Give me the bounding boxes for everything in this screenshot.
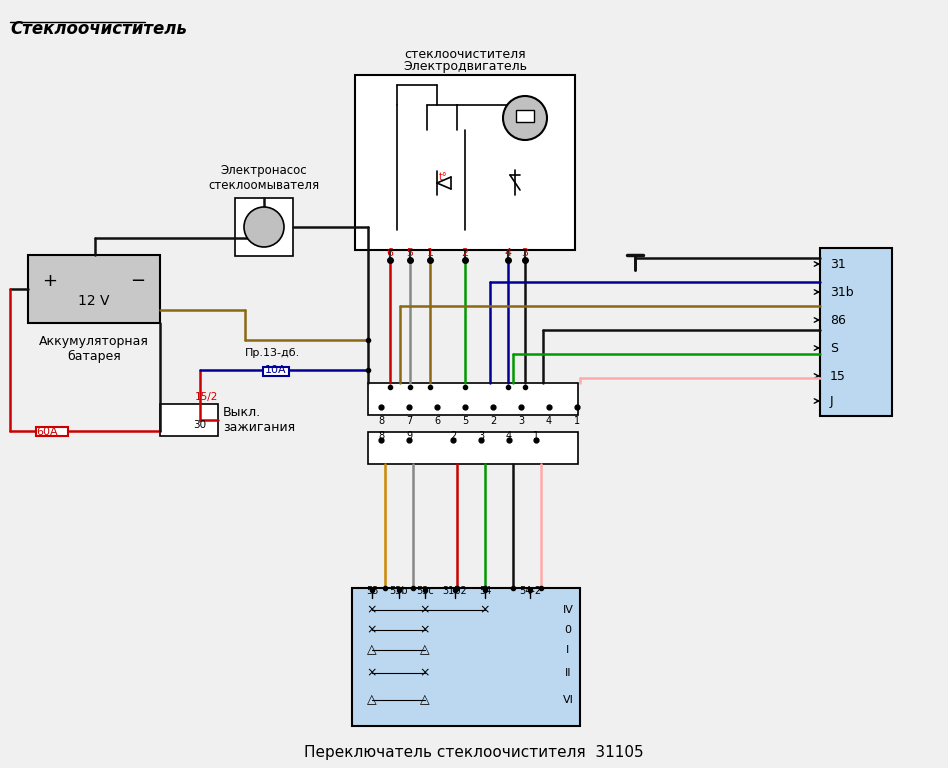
Text: 31b2: 31b2 — [443, 586, 467, 596]
Text: Выкл.
зажигания: Выкл. зажигания — [223, 406, 295, 434]
Text: Стеклоочиститель: Стеклоочиститель — [10, 20, 187, 38]
Text: 3: 3 — [478, 431, 484, 441]
Text: 4: 4 — [504, 248, 512, 258]
Circle shape — [244, 207, 284, 247]
Text: 1: 1 — [574, 416, 580, 426]
Text: t°: t° — [439, 172, 447, 182]
Text: ×: × — [480, 604, 490, 617]
Text: стеклоочистителя: стеклоочистителя — [404, 48, 526, 61]
Text: 4: 4 — [506, 431, 512, 441]
Text: ×: × — [420, 604, 430, 617]
Text: IV: IV — [562, 605, 574, 615]
Text: 4: 4 — [546, 416, 552, 426]
Text: Электродвигатель: Электродвигатель — [403, 60, 527, 73]
Text: 86: 86 — [830, 313, 846, 326]
Text: ×: × — [367, 624, 377, 637]
Text: 2: 2 — [490, 416, 496, 426]
Text: 15/2: 15/2 — [195, 392, 218, 402]
Text: 31: 31 — [830, 257, 846, 270]
Text: Переключатель стеклоочистителя  31105: Переключатель стеклоочистителя 31105 — [304, 744, 644, 760]
Text: 15: 15 — [830, 369, 846, 382]
Text: △: △ — [420, 694, 429, 707]
Text: 53: 53 — [366, 586, 378, 596]
Text: 6: 6 — [387, 248, 393, 258]
Bar — [263, 367, 289, 376]
Text: 6: 6 — [434, 416, 440, 426]
Text: S: S — [830, 342, 838, 355]
Text: 60А: 60А — [36, 427, 58, 437]
Text: VI: VI — [562, 695, 574, 705]
Text: −: − — [131, 272, 146, 290]
Text: 8: 8 — [378, 431, 384, 441]
Bar — [820, 248, 892, 416]
Text: ×: × — [420, 667, 430, 680]
Text: I: I — [566, 645, 570, 655]
Text: Пр.13-дб.: Пр.13-дб. — [245, 348, 301, 358]
Text: 54: 54 — [479, 586, 491, 596]
Text: 5: 5 — [462, 416, 468, 426]
Text: J: J — [830, 395, 833, 408]
Bar — [28, 255, 160, 323]
Text: 9: 9 — [406, 431, 412, 441]
Bar — [352, 588, 580, 726]
Text: Аккумуляторная
батарея: Аккумуляторная батарея — [39, 335, 149, 363]
Text: 7: 7 — [406, 416, 412, 426]
Text: +: + — [43, 272, 58, 290]
Text: 31b: 31b — [830, 286, 853, 299]
Text: 2: 2 — [462, 248, 468, 258]
Text: 53b: 53b — [390, 586, 409, 596]
Text: II: II — [565, 668, 572, 678]
Text: 53c: 53c — [416, 586, 434, 596]
Text: 10А: 10А — [265, 365, 286, 375]
Bar — [355, 75, 575, 250]
Bar — [516, 110, 534, 122]
Text: ×: × — [420, 624, 430, 637]
Text: △: △ — [367, 694, 376, 707]
Text: 2: 2 — [450, 431, 456, 441]
Bar — [36, 427, 68, 436]
Bar — [368, 383, 578, 415]
Text: 3: 3 — [518, 416, 524, 426]
Bar — [160, 404, 218, 436]
Text: Электронасос
стеклоомывателя: Электронасос стеклоомывателя — [209, 164, 319, 192]
Text: 0: 0 — [564, 625, 572, 635]
Text: 5: 5 — [407, 248, 413, 258]
Text: 12 V: 12 V — [79, 294, 110, 308]
Text: ×: × — [367, 604, 377, 617]
Circle shape — [503, 96, 547, 140]
Text: 8: 8 — [378, 416, 384, 426]
Text: 3: 3 — [521, 248, 528, 258]
Text: △: △ — [420, 644, 429, 657]
Text: △: △ — [367, 644, 376, 657]
Text: 54-2: 54-2 — [519, 586, 541, 596]
Text: ×: × — [367, 667, 377, 680]
Text: 1: 1 — [427, 248, 433, 258]
Bar — [368, 432, 578, 464]
Text: 30: 30 — [193, 420, 206, 430]
Bar — [235, 198, 293, 256]
Text: 1: 1 — [533, 431, 539, 441]
